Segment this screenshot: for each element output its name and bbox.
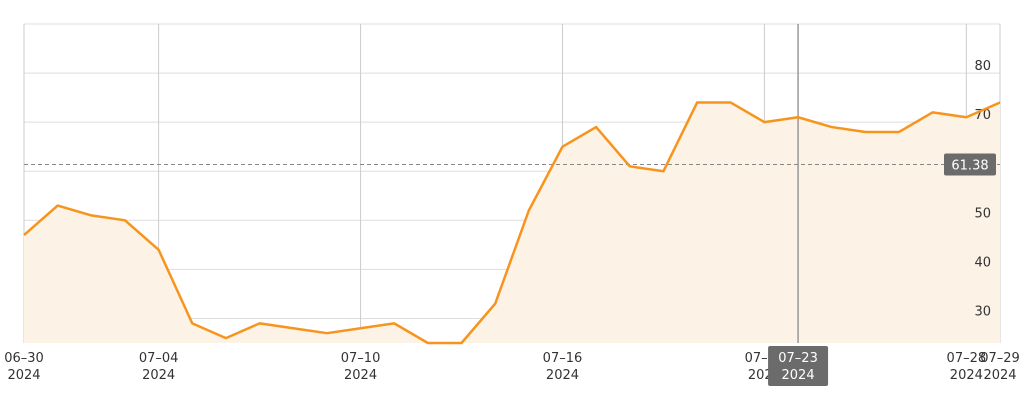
series-line [23,101,1001,345]
x-tick-year: 2024 [950,368,983,383]
y-tick-label: 50 [974,206,991,221]
x-tick-label: 07–04 [139,351,179,366]
crosshair-date-tag [768,346,829,386]
x-tick-label: 06–30 [4,351,44,366]
reference-value-label: 61.38 [951,158,988,173]
x-tick-year: 2024 [7,368,40,383]
x-tick-label: 07–10 [341,351,381,366]
series-area [24,102,1000,344]
reference-value-tag [944,153,996,176]
crosshair-year-label: 2024 [782,368,815,383]
y-tick-label: 40 [974,255,991,270]
y-tick-label: 30 [974,304,991,319]
x-tick-label: 07–28 [947,351,987,366]
y-tick-label: 80 [974,59,991,74]
x-tick-label: 07–29 [980,351,1020,366]
x-tick-year: 2024 [344,368,377,383]
x-tick-year: 2024 [546,368,579,383]
x-tick-label: 07–16 [543,351,583,366]
crosshair-date-label: 07–23 [778,351,818,366]
x-tick-year: 2024 [142,368,175,383]
x-tick-year: 2024 [983,368,1016,383]
